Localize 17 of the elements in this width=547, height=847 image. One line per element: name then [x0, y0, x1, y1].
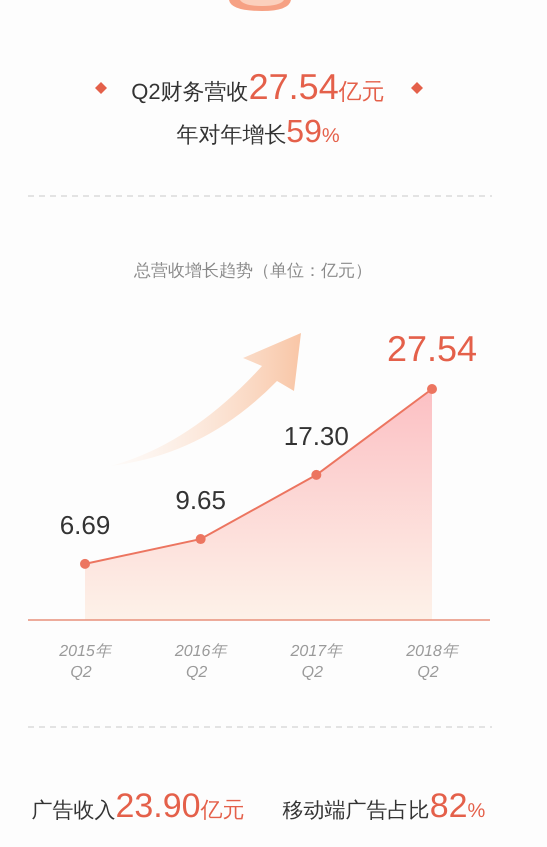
data-label: 27.54: [386, 328, 478, 369]
data-label: 6.69: [60, 510, 110, 540]
text: 广告收入23.90亿元: [31, 787, 245, 825]
x-tick-label: 2018年 Q2: [405, 643, 460, 681]
point: [427, 384, 437, 394]
point: [196, 534, 206, 544]
text: 年对年增长59%: [176, 113, 340, 149]
point: [311, 470, 322, 480]
text: 移动端广告占比82%: [282, 787, 486, 825]
point: [80, 558, 90, 569]
text: Q2财务营收27.54亿元: [131, 66, 385, 107]
data-label: 17.30: [284, 420, 349, 451]
x-tick-label: 2016年 Q2: [174, 643, 228, 681]
data-label: 9.65: [175, 485, 226, 516]
x-tick-label: 2015年 Q2: [58, 643, 113, 681]
x-tick-label: 2017年 Q2: [290, 643, 344, 681]
chart-title: 总营收增长趋势（单位：亿元）: [133, 261, 372, 280]
